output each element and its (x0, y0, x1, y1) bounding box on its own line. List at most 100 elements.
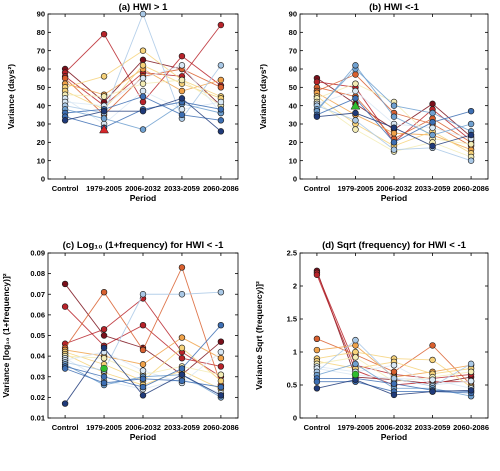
y-tick-label: 0.02 (30, 393, 45, 402)
data-point (178, 76, 186, 84)
series-15 (313, 376, 475, 399)
data-point (217, 392, 225, 399)
x-tick-label: Control (304, 184, 331, 193)
y-tick-label: 0.01 (30, 414, 45, 423)
highlight-marker (99, 124, 109, 134)
data-point (217, 383, 225, 391)
data-point (217, 76, 225, 84)
x-tick-label: 2060-2086 (453, 423, 489, 432)
x-tick-label: 2060-2086 (453, 184, 489, 193)
data-point (217, 338, 225, 345)
data-point (390, 124, 398, 131)
series-line (65, 291, 221, 372)
y-tick-label: 70 (289, 46, 297, 55)
data-point (139, 346, 147, 354)
data-point (352, 360, 359, 368)
panel-title: (a) HWI > 1 (119, 2, 169, 13)
data-point (178, 264, 186, 271)
data-point (139, 87, 147, 95)
data-point (217, 321, 225, 329)
y-tick-label: 0.08 (30, 269, 45, 278)
x-tick-label: 2033-2059 (164, 184, 200, 193)
data-point (352, 336, 359, 344)
x-tick-label: Control (52, 423, 79, 432)
data-point (352, 117, 359, 124)
x-tick-label: 1979-2005 (86, 184, 122, 193)
data-point (352, 62, 359, 69)
data-point (100, 373, 108, 380)
data-point (390, 362, 398, 369)
y-axis-label: Variance (days²) (6, 64, 16, 129)
y-tick-label: 10 (37, 156, 45, 165)
data-point (100, 93, 108, 100)
data-point (217, 117, 225, 124)
data-point (61, 117, 69, 124)
x-tick-label: 2006-2032 (125, 423, 161, 432)
data-point (139, 62, 147, 69)
data-point (178, 87, 186, 95)
data-point (429, 131, 436, 139)
x-axis-label: Period (130, 193, 156, 203)
x-tick-label: 1979-2005 (86, 423, 122, 432)
data-point (139, 93, 147, 100)
x-axis-label: Period (381, 432, 407, 442)
data-point (352, 354, 359, 361)
data-point (352, 348, 359, 356)
x-tick-label: 2033-2059 (415, 423, 451, 432)
data-point (390, 380, 398, 387)
series-15 (61, 95, 225, 135)
data-point (390, 146, 398, 153)
data-point (178, 111, 186, 119)
data-point (429, 356, 436, 364)
x-tick-label: 2060-2086 (203, 423, 239, 432)
data-point (139, 98, 147, 106)
series-12 (61, 100, 225, 133)
highlight-marker (350, 100, 361, 110)
data-point (100, 30, 108, 38)
y-tick-label: 1.5 (287, 315, 297, 324)
y-tick-label: 0.09 (30, 249, 45, 258)
data-point (217, 348, 225, 356)
data-point (61, 74, 69, 82)
y-tick-label: 20 (289, 138, 297, 147)
data-point (178, 365, 186, 372)
data-point (217, 62, 225, 69)
data-point (429, 118, 436, 126)
y-tick-label: 70 (37, 46, 45, 55)
data-point (178, 371, 186, 378)
y-tick-label: 20 (37, 138, 45, 147)
data-point (429, 109, 436, 117)
data-point (467, 140, 475, 148)
y-tick-label: 80 (37, 28, 45, 37)
y-tick-label: 40 (37, 101, 45, 110)
data-point (390, 368, 398, 375)
data-point (352, 80, 359, 87)
data-point (100, 332, 108, 339)
data-point (178, 334, 186, 341)
data-point (217, 371, 225, 378)
data-point (139, 392, 147, 399)
y-tick-label: 50 (37, 83, 45, 92)
series-5 (61, 334, 225, 368)
data-point (352, 71, 359, 78)
x-tick-label: 1979-2005 (338, 184, 374, 193)
data-point (390, 129, 398, 137)
data-point (139, 321, 147, 329)
x-tick-label: Control (304, 423, 331, 432)
data-point (139, 74, 147, 82)
highlight-marker (351, 370, 360, 379)
data-point (100, 326, 108, 333)
x-tick-label: 2006-2032 (376, 423, 412, 432)
x-axis-label: Period (130, 432, 156, 442)
data-point (352, 126, 359, 133)
data-point (313, 335, 321, 342)
data-point (390, 391, 398, 399)
data-point (217, 84, 225, 91)
panel-3: 0.01 0.02 0.03 0.04 0.05 0.06 0.07 0.08 0.09 Cont… (1, 240, 239, 442)
data-point (139, 47, 147, 54)
x-tick-label: Control (52, 184, 79, 193)
series-14 (61, 365, 225, 391)
data-point (139, 291, 147, 298)
y-tick-label: 0.03 (30, 372, 45, 381)
panel-2: 0 10 20 30 40 50 60 70 80 90 Control 1979-2005 2006-… (258, 2, 489, 203)
